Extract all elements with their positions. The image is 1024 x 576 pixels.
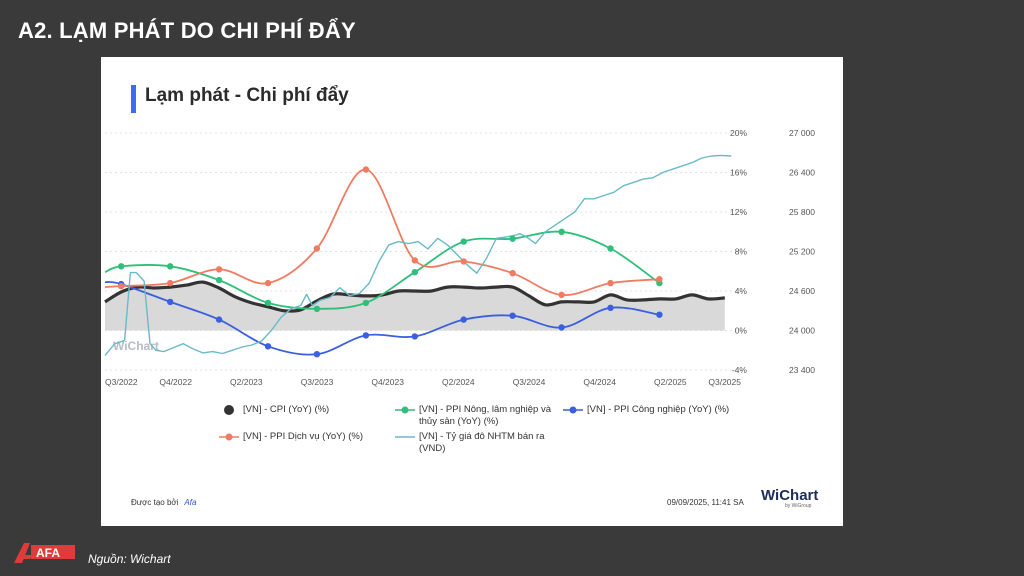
point-ppi_service	[460, 258, 467, 265]
point-ppi_agri	[167, 263, 174, 270]
legend-marker-ppi-agri	[395, 406, 415, 414]
point-ppi_service	[509, 270, 516, 277]
point-ppi_ind	[460, 316, 467, 323]
point-ppi_service	[362, 166, 370, 173]
x-tick-label: Q4/2022	[159, 377, 192, 387]
axis-layer: -4% 23 400 0% 24 000 4% 24 600 8% 25 200 12% 25 8…	[105, 128, 815, 387]
x-tick-label: Q3/2022	[105, 377, 138, 387]
legend-label-fx: [VN] - Tỷ giá đô NHTM bán ra (VND)	[419, 431, 545, 454]
source-note: Nguồn: Wichart	[88, 552, 171, 566]
chart-title: Lạm phát - Chi phí đẩy	[145, 85, 349, 106]
point-ppi_service	[215, 266, 223, 273]
chart-watermark: WiChart	[113, 339, 159, 353]
series-line-cpi	[104, 280, 725, 313]
legend-marker-ppi-service	[219, 433, 239, 441]
y-left-tick-label: 8%	[735, 247, 748, 257]
legend-label-ppi-ind: [VN] - PPI Công nghiệp (YoY) (%)	[587, 404, 730, 415]
y-left-tick-label: 20%	[730, 128, 747, 138]
point-ppi_service	[264, 279, 272, 287]
wichart-logo-text: WiChart	[761, 487, 819, 504]
y-left-tick-label: 0%	[735, 326, 748, 336]
legend-label-ppi-service: [VN] - PPI Dịch vụ (YoY) (%)	[243, 431, 364, 442]
created-by: Được tạo bởi Afa	[131, 498, 196, 507]
point-ppi_ind	[411, 333, 418, 340]
y-left-tick-label: -4%	[732, 365, 748, 375]
point-ppi_agri	[215, 276, 223, 284]
point-ppi_service	[558, 291, 565, 299]
point-ppi_agri	[264, 299, 272, 307]
afa-logo-text: AFA	[36, 546, 60, 560]
chart-svg: WiChart -4% 23 400 0% 24 000 4% 24 600 8% 25 20…	[104, 128, 815, 387]
y-left-tick-label: 12%	[730, 207, 747, 217]
point-ppi_ind	[509, 312, 516, 319]
wichart-logo[interactable]: WiChart by WiGroup	[761, 487, 819, 509]
marker-layer	[118, 166, 663, 358]
point-ppi_service	[656, 276, 663, 283]
point-ppi_service	[167, 279, 174, 287]
x-tick-label: Q4/2024	[583, 377, 616, 387]
point-ppi_agri	[313, 305, 321, 312]
created-by-brand[interactable]: Afa	[184, 498, 197, 507]
legend-marker-ppi-ind	[563, 406, 583, 414]
point-ppi_ind	[313, 351, 321, 358]
point-ppi_ind	[558, 324, 565, 331]
y-right-tick-label: 26 400	[789, 168, 815, 178]
y-left-tick-label: 4%	[735, 286, 748, 296]
y-right-tick-label: 25 800	[789, 207, 815, 217]
series-area-cpi	[105, 282, 725, 331]
point-ppi_agri	[362, 299, 370, 307]
point-ppi_agri	[460, 238, 467, 245]
point-ppi_service	[411, 257, 418, 264]
title-accent-bar	[131, 85, 136, 113]
point-ppi_agri	[411, 269, 418, 276]
point-ppi_agri	[118, 263, 125, 270]
legend-marker-cpi	[224, 405, 234, 415]
point-ppi_ind	[607, 304, 614, 311]
point-ppi_agri	[607, 245, 614, 252]
afa-logo: AFA	[14, 543, 75, 563]
x-tick-label: Q3/2024	[513, 377, 546, 387]
x-tick-label: Q4/2023	[371, 377, 404, 387]
timestamp: 09/09/2025, 11:41 SA	[667, 498, 744, 507]
y-right-tick-label: 23 400	[789, 365, 815, 375]
point-ppi_ind	[264, 343, 272, 350]
created-by-label: Được tạo bởi	[131, 498, 179, 507]
legend-label-ppi-agri: [VN] - PPI Nông, lâm nghiệp và thủy sản …	[419, 404, 552, 427]
chart-card: Lạm phát - Chi phí đẩy WiChart -4% 23 400…	[101, 57, 843, 526]
point-ppi_ind	[362, 332, 370, 339]
point-ppi_agri	[558, 228, 565, 235]
point-ppi_ind	[656, 311, 663, 318]
watermark-layer: WiChart	[113, 339, 159, 353]
y-right-tick-label: 24 600	[789, 286, 815, 296]
legend-label-cpi: [VN] - CPI (YoY) (%)	[243, 404, 330, 415]
point-ppi_service	[313, 245, 321, 252]
x-tick-label: Q2/2024	[442, 377, 475, 387]
slide-title: A2. LẠM PHÁT DO CHI PHÍ ĐẨY	[18, 18, 356, 43]
area-layer	[105, 282, 725, 331]
y-right-tick-label: 25 200	[789, 247, 815, 257]
y-right-tick-label: 24 000	[789, 326, 815, 336]
x-tick-label: Q2/2023	[230, 377, 263, 387]
y-right-tick-label: 27 000	[789, 128, 815, 138]
point-ppi_agri	[509, 235, 516, 242]
x-tick-label: Q3/2023	[301, 377, 334, 387]
point-ppi_ind	[215, 316, 223, 323]
wichart-logo-sub: by WiGroup	[785, 503, 812, 509]
point-ppi_service	[607, 279, 614, 287]
x-tick-label: Q2/2025	[654, 377, 687, 387]
series-line-fx	[104, 154, 732, 356]
series-line-ppi_service	[104, 168, 660, 296]
y-left-tick-label: 16%	[730, 168, 747, 178]
point-ppi_service	[118, 282, 125, 290]
point-ppi_ind	[167, 298, 174, 306]
legend-marker-fx	[395, 436, 415, 438]
x-tick-label: Q3/2025	[708, 377, 741, 387]
